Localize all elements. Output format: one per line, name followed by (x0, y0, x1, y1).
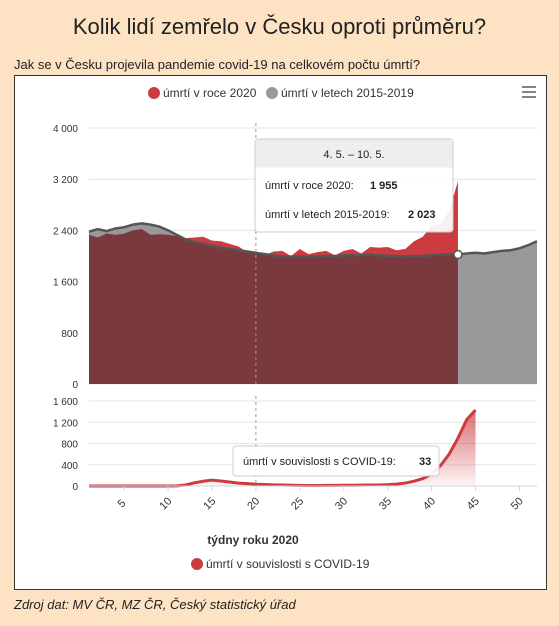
top-chart-y-axis: 0 800 1 600 2 400 3 200 4 000 (53, 124, 78, 391)
top-tooltip-row1-label: úmrtí v roce 2020: (265, 180, 354, 192)
chart-svg: úmrtí v roce 2020 úmrtí v letech 2015-20… (53, 84, 538, 571)
top-legend: úmrtí v roce 2020 úmrtí v letech 2015-20… (148, 86, 414, 100)
bottom-tooltip-label: úmrtí v souvislosti s COVID-19: (243, 456, 396, 468)
hover-marker (453, 249, 463, 260)
x-tick-label: 15 (201, 495, 218, 512)
bottom-chart-y-axis: 0 400 800 1 200 1 600 (53, 397, 78, 493)
x-tick-label: 5 (116, 497, 129, 510)
top-tooltip-header: 4. 5. – 10. 5. (323, 149, 384, 161)
overlap-area (89, 229, 458, 384)
x-axis-title: týdny roku 2020 (207, 533, 299, 547)
bottom-y-tick-label: 1 200 (53, 418, 78, 429)
bottom-y-tick-label: 1 600 (53, 397, 78, 408)
legend-label-2015-2019: úmrtí v letech 2015-2019 (281, 86, 414, 100)
hamburger-menu-icon[interactable] (520, 84, 538, 100)
legend-marker-2020 (148, 87, 160, 99)
bottom-legend: úmrtí v souvislosti s COVID-19 (191, 557, 370, 571)
top-tooltip-row2-label: úmrtí v letech 2015-2019: (265, 209, 390, 221)
legend-label-covid: úmrtí v souvislosti s COVID-19 (206, 557, 370, 571)
x-tick-label: 10 (157, 495, 174, 512)
x-tick-label: 45 (465, 495, 482, 512)
top-y-tick-label: 800 (61, 329, 78, 340)
x-tick-label: 40 (421, 495, 438, 512)
bottom-chart-x-axis: 5 10 15 20 25 30 35 40 45 50 (89, 485, 537, 512)
bottom-y-tick-label: 400 (61, 461, 78, 472)
page-subtitle: Jak se v Česku projevila pandemie covid-… (14, 57, 421, 72)
legend-item-2020[interactable]: úmrtí v roce 2020 (148, 86, 257, 100)
page-title: Kolik lidí zemřelo v Česku oproti průměr… (72, 14, 487, 39)
top-tooltip-row1-value: 1 955 (370, 180, 398, 192)
x-tick-label: 50 (509, 495, 526, 512)
bottom-y-tick-label: 800 (61, 440, 78, 451)
x-tick-label: 20 (245, 495, 262, 512)
top-y-tick-label: 2 400 (53, 226, 78, 237)
top-chart-plot (88, 123, 538, 384)
top-y-tick-label: 0 (72, 380, 78, 391)
bottom-tooltip: úmrtí v souvislosti s COVID-19: 33 (232, 445, 440, 477)
bottom-tooltip-value: 33 (419, 456, 431, 468)
x-tick-label: 30 (333, 495, 350, 512)
legend-marker-2015-2019 (266, 87, 278, 99)
top-tooltip-row2-value: 2 023 (408, 209, 436, 221)
x-tick-label: 35 (377, 495, 394, 512)
top-tooltip: 4. 5. – 10. 5. úmrtí v roce 2020: 1 955 … (254, 138, 454, 233)
legend-label-2020: úmrtí v roce 2020 (163, 86, 257, 100)
legend-marker-covid (191, 558, 203, 570)
legend-item-2015-2019[interactable]: úmrtí v letech 2015-2019 (266, 86, 414, 100)
top-tooltip-header-bg (255, 139, 453, 168)
chart-container: úmrtí v roce 2020 úmrtí v letech 2015-20… (14, 75, 547, 590)
bottom-y-tick-label: 0 (72, 482, 78, 493)
top-y-tick-label: 1 600 (53, 278, 78, 289)
legend-item-covid[interactable]: úmrtí v souvislosti s COVID-19 (191, 557, 370, 571)
bottom-tooltip-box (232, 445, 440, 477)
top-y-tick-label: 4 000 (53, 124, 78, 135)
covid-area (89, 410, 476, 486)
source-note: Zdroj dat: MV ČR, MZ ČR, Český statistic… (14, 597, 296, 612)
top-y-tick-label: 3 200 (53, 175, 78, 186)
x-tick-label: 25 (289, 495, 306, 512)
